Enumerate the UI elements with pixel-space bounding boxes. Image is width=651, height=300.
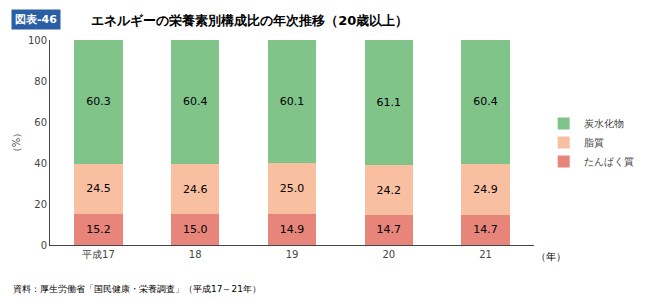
svg-text:61.1: 61.1: [377, 96, 402, 109]
svg-text:平成17: 平成17: [82, 249, 115, 260]
svg-text:（年）: （年）: [536, 251, 566, 262]
svg-text:15.2: 15.2: [86, 223, 111, 236]
svg-text:18: 18: [189, 249, 202, 260]
svg-text:80: 80: [34, 76, 47, 87]
svg-text:資料：厚生労働省「国民健康・栄養調査」（平成17～21年）: 資料：厚生労働省「国民健康・栄養調査」（平成17～21年）: [13, 284, 261, 294]
svg-text:24.9: 24.9: [473, 183, 498, 196]
svg-text:エネルギーの栄養素別構成比の年次推移（20歳以上）: エネルギーの栄養素別構成比の年次推移（20歳以上）: [91, 13, 408, 28]
svg-text:0: 0: [41, 240, 47, 251]
svg-text:40: 40: [34, 158, 47, 169]
svg-text:25.0: 25.0: [280, 182, 305, 195]
svg-text:24.2: 24.2: [377, 184, 402, 197]
svg-text:図表-46: 図表-46: [15, 13, 57, 26]
svg-text:20: 20: [382, 249, 395, 260]
svg-text:100: 100: [28, 35, 47, 46]
svg-text:炭水化物: 炭水化物: [584, 118, 624, 129]
svg-text:19: 19: [286, 249, 299, 260]
svg-text:14.7: 14.7: [473, 223, 498, 236]
svg-text:（%）: （%）: [11, 128, 22, 158]
svg-text:60.4: 60.4: [473, 95, 498, 108]
svg-text:20: 20: [34, 199, 47, 210]
svg-text:15.0: 15.0: [183, 223, 208, 236]
svg-text:たんぱく質: たんぱく質: [584, 156, 634, 167]
svg-text:24.6: 24.6: [183, 183, 208, 196]
svg-text:14.9: 14.9: [280, 223, 305, 236]
svg-text:脂質: 脂質: [584, 137, 604, 148]
svg-text:60.3: 60.3: [86, 95, 111, 108]
svg-text:60: 60: [34, 117, 47, 128]
svg-text:14.7: 14.7: [377, 223, 402, 236]
svg-text:21: 21: [479, 249, 492, 260]
svg-text:60.4: 60.4: [183, 95, 208, 108]
svg-text:60.1: 60.1: [280, 95, 305, 108]
svg-text:24.5: 24.5: [86, 182, 111, 195]
